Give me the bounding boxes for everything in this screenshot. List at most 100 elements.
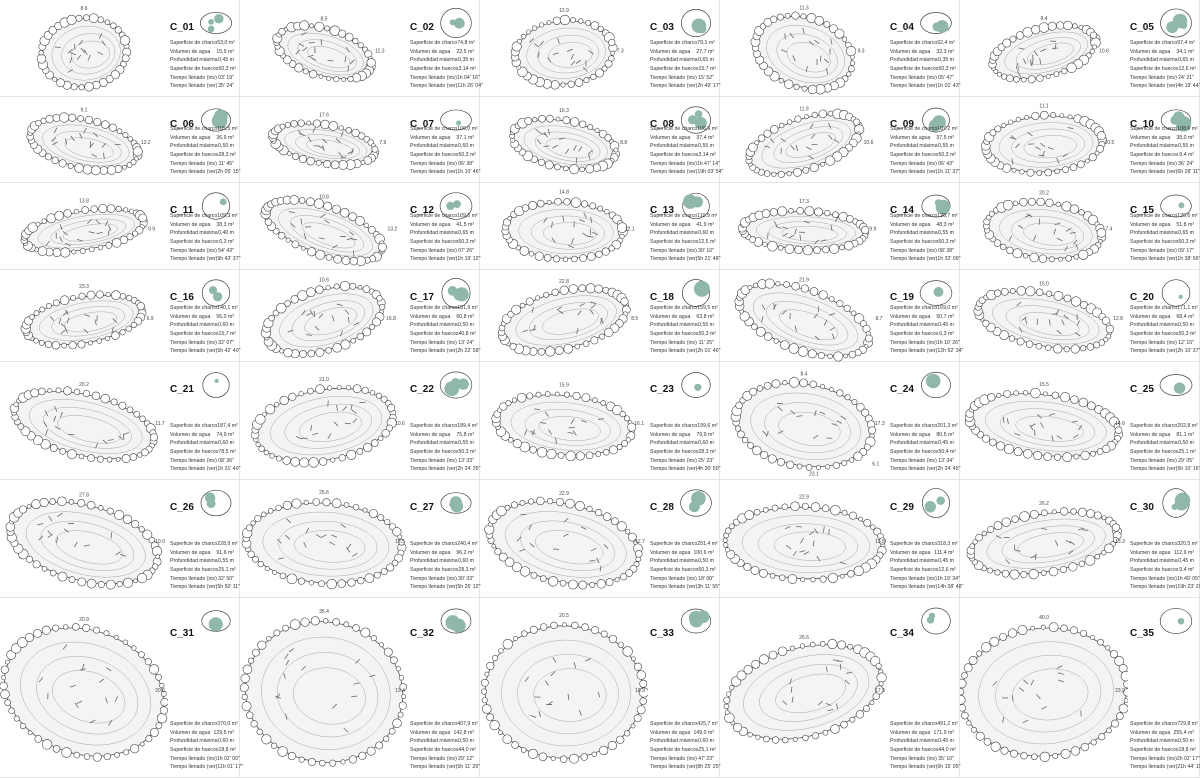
rock [491,654,499,662]
log [795,145,799,152]
data-row: Superficie de huecos 28,3 m² [410,566,476,575]
rock [49,498,57,505]
log [829,327,836,331]
data-row: Volumen de agua 41,9 m³ [650,221,714,230]
field-label: Profundidad máxima [1130,322,1178,329]
log [802,27,805,34]
rock [1123,698,1128,703]
rock [148,664,160,675]
data-row: Tiempo llenado (ver) 4h 19' 44" [1130,82,1200,91]
rock [982,434,990,443]
rock [1026,168,1035,177]
log [313,311,315,318]
field-value: 1h 10' 46" [457,169,481,176]
pond-id: C_26 [170,502,194,513]
contour [542,308,599,335]
rock [763,170,771,177]
contour [985,400,1107,452]
rock [1012,248,1023,259]
pond-shape [9,386,158,463]
data-row: Tiempo llenado (inv) 32' 07" [170,339,234,348]
rock [528,251,535,257]
contour [291,300,366,342]
field-label: Tiempo llenado (ver) [410,584,458,591]
data-row: Tiempo llenado (ver) 14h 08' 48" [890,583,963,592]
rock [726,549,736,559]
rock [92,752,102,762]
data-row: Profundidad máxima 0,50 m [650,557,714,566]
rock [67,163,74,169]
log [52,141,58,146]
field-value: 50,3 m² [938,151,957,158]
log [1011,158,1014,165]
log [54,426,61,430]
icon-hole [935,199,951,215]
log [583,212,587,219]
contour [64,137,114,159]
rock [310,616,320,626]
rock [985,214,992,221]
field-label: Tiempo llenado (inv) [650,575,697,582]
log [780,138,786,143]
rock [846,71,852,77]
rock [63,386,72,396]
rock [794,245,803,255]
data-row: Volumen de agua 79,9 m³ [650,431,714,440]
log [112,318,118,324]
log [349,59,355,65]
dimension-label: 13.2 [387,227,397,233]
rock [1007,628,1018,638]
field-value: 12,6 m² [938,566,957,573]
rock [362,507,368,513]
rock [770,125,779,134]
rock [810,502,821,512]
rock [122,577,134,588]
log [812,540,815,547]
rock [347,75,354,83]
rock [777,170,785,178]
rock [136,452,143,458]
log [38,535,44,541]
icon-hole [1178,294,1183,299]
pond-card: 14.8 12.1 C_13 Superficie de charco 110,9 m²… [480,183,720,270]
log [307,54,314,58]
log [114,696,119,702]
icon-hole [926,505,934,513]
field-label: Superficie de charco [410,304,458,311]
field-value: 109,3 m² [217,212,238,219]
rock [559,755,568,763]
dimension-label: 23.3 [79,284,89,290]
rock [279,348,285,354]
field-label: Tiempo llenado (inv) [650,755,697,762]
log [351,695,358,698]
log [1048,413,1055,417]
rock [585,164,595,174]
log [290,222,296,228]
dimension-label: 11.3 [375,49,385,55]
rock [536,199,545,208]
log [589,559,596,562]
log [846,671,853,674]
rock [961,672,968,679]
log [108,720,113,726]
log [105,667,112,672]
rock [1019,198,1028,207]
field-value: 0,60 m [458,143,474,150]
log [1011,695,1014,702]
field-label: Tiempo llenado (inv) [410,339,457,346]
rock [25,555,34,563]
rock [35,119,42,127]
rock [44,153,52,161]
rock [130,321,138,329]
rock [840,720,848,729]
rock [878,537,886,545]
icon-outline [201,108,231,132]
field-label: Profundidad máxima [1130,57,1178,64]
log [1031,59,1034,67]
rock [597,205,604,212]
rock [347,578,356,587]
field-value: 38,0 m³ [1176,134,1194,141]
field-label: Profundidad máxima [890,230,938,237]
field-label: Profundidad máxima [890,57,938,64]
rock [631,656,636,662]
